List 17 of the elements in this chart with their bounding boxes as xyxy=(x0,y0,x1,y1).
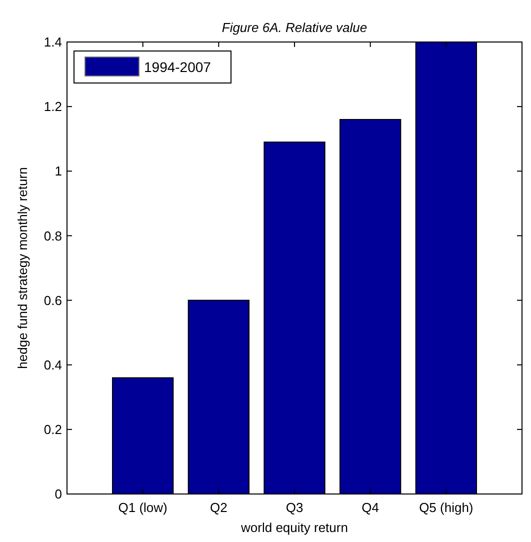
x-tick-label: Q5 (high) xyxy=(419,500,474,515)
y-tick-label: 1.4 xyxy=(44,34,62,50)
x-tick-label: Q4 xyxy=(362,500,380,515)
x-tick-label: Q1 (low) xyxy=(118,500,168,515)
y-tick-label: 0.8 xyxy=(44,228,62,244)
y-tick-label: 0.2 xyxy=(44,422,62,437)
x-tick-label: Q3 xyxy=(286,500,304,515)
y-axis-title: hedge fund strategy monthly return xyxy=(15,167,30,369)
y-tick-label: 0 xyxy=(54,486,62,502)
y-tick-label: 0.6 xyxy=(44,292,62,308)
chart-title: Figure 6A. Relative value xyxy=(222,20,368,35)
legend-label: 1994-2007 xyxy=(144,58,212,75)
y-tick-label: 1 xyxy=(54,164,62,179)
x-axis-title: world equity return xyxy=(240,520,348,535)
y-tick-label: 1.2 xyxy=(44,99,62,114)
x-tick-label: Q2 xyxy=(210,500,228,515)
y-tick-label: 0.4 xyxy=(44,357,62,372)
